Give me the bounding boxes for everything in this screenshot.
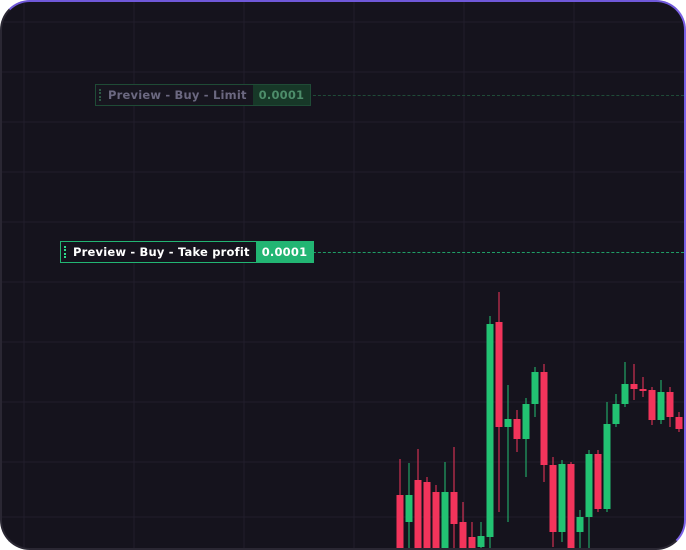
limit-order-preview-label[interactable]: Preview - Buy - Limit 0.0001 xyxy=(95,84,312,106)
limit-order-label-text: Preview - Buy - Limit xyxy=(108,88,247,102)
candle xyxy=(414,449,422,548)
candle xyxy=(657,380,665,424)
candle xyxy=(603,402,611,512)
candle xyxy=(666,387,674,427)
candle xyxy=(477,522,485,548)
candle xyxy=(423,477,431,548)
candle xyxy=(513,410,521,452)
candle xyxy=(405,463,413,548)
take-profit-label-text: Preview - Buy - Take profit xyxy=(73,245,250,259)
candle xyxy=(576,510,584,548)
drag-handle-icon[interactable] xyxy=(61,242,69,262)
candle xyxy=(450,447,458,548)
candle xyxy=(639,377,647,397)
candle xyxy=(630,364,638,400)
candle xyxy=(486,316,494,548)
limit-order-quantity[interactable]: 0.0001 xyxy=(252,85,311,105)
candle xyxy=(396,459,404,548)
candle xyxy=(504,385,512,522)
candle xyxy=(567,462,575,548)
candle xyxy=(648,387,656,425)
candle xyxy=(585,450,593,548)
candle xyxy=(522,398,530,477)
candle xyxy=(675,412,683,432)
candle xyxy=(558,460,566,542)
take-profit-preview-label[interactable]: Preview - Buy - Take profit 0.0001 xyxy=(60,241,315,263)
candle xyxy=(549,457,557,547)
candle xyxy=(459,502,467,548)
candle xyxy=(468,522,476,548)
candle xyxy=(621,362,629,407)
drag-handle-icon[interactable] xyxy=(96,85,104,105)
take-profit-quantity[interactable]: 0.0001 xyxy=(255,242,314,262)
candle xyxy=(612,394,620,427)
candle xyxy=(495,292,503,512)
candle xyxy=(432,485,440,548)
limit-order-price-line[interactable] xyxy=(298,95,684,96)
candle xyxy=(594,450,602,512)
take-profit-price-line[interactable] xyxy=(298,252,684,253)
candle xyxy=(540,364,548,482)
candle xyxy=(441,462,449,548)
candle xyxy=(531,367,539,417)
